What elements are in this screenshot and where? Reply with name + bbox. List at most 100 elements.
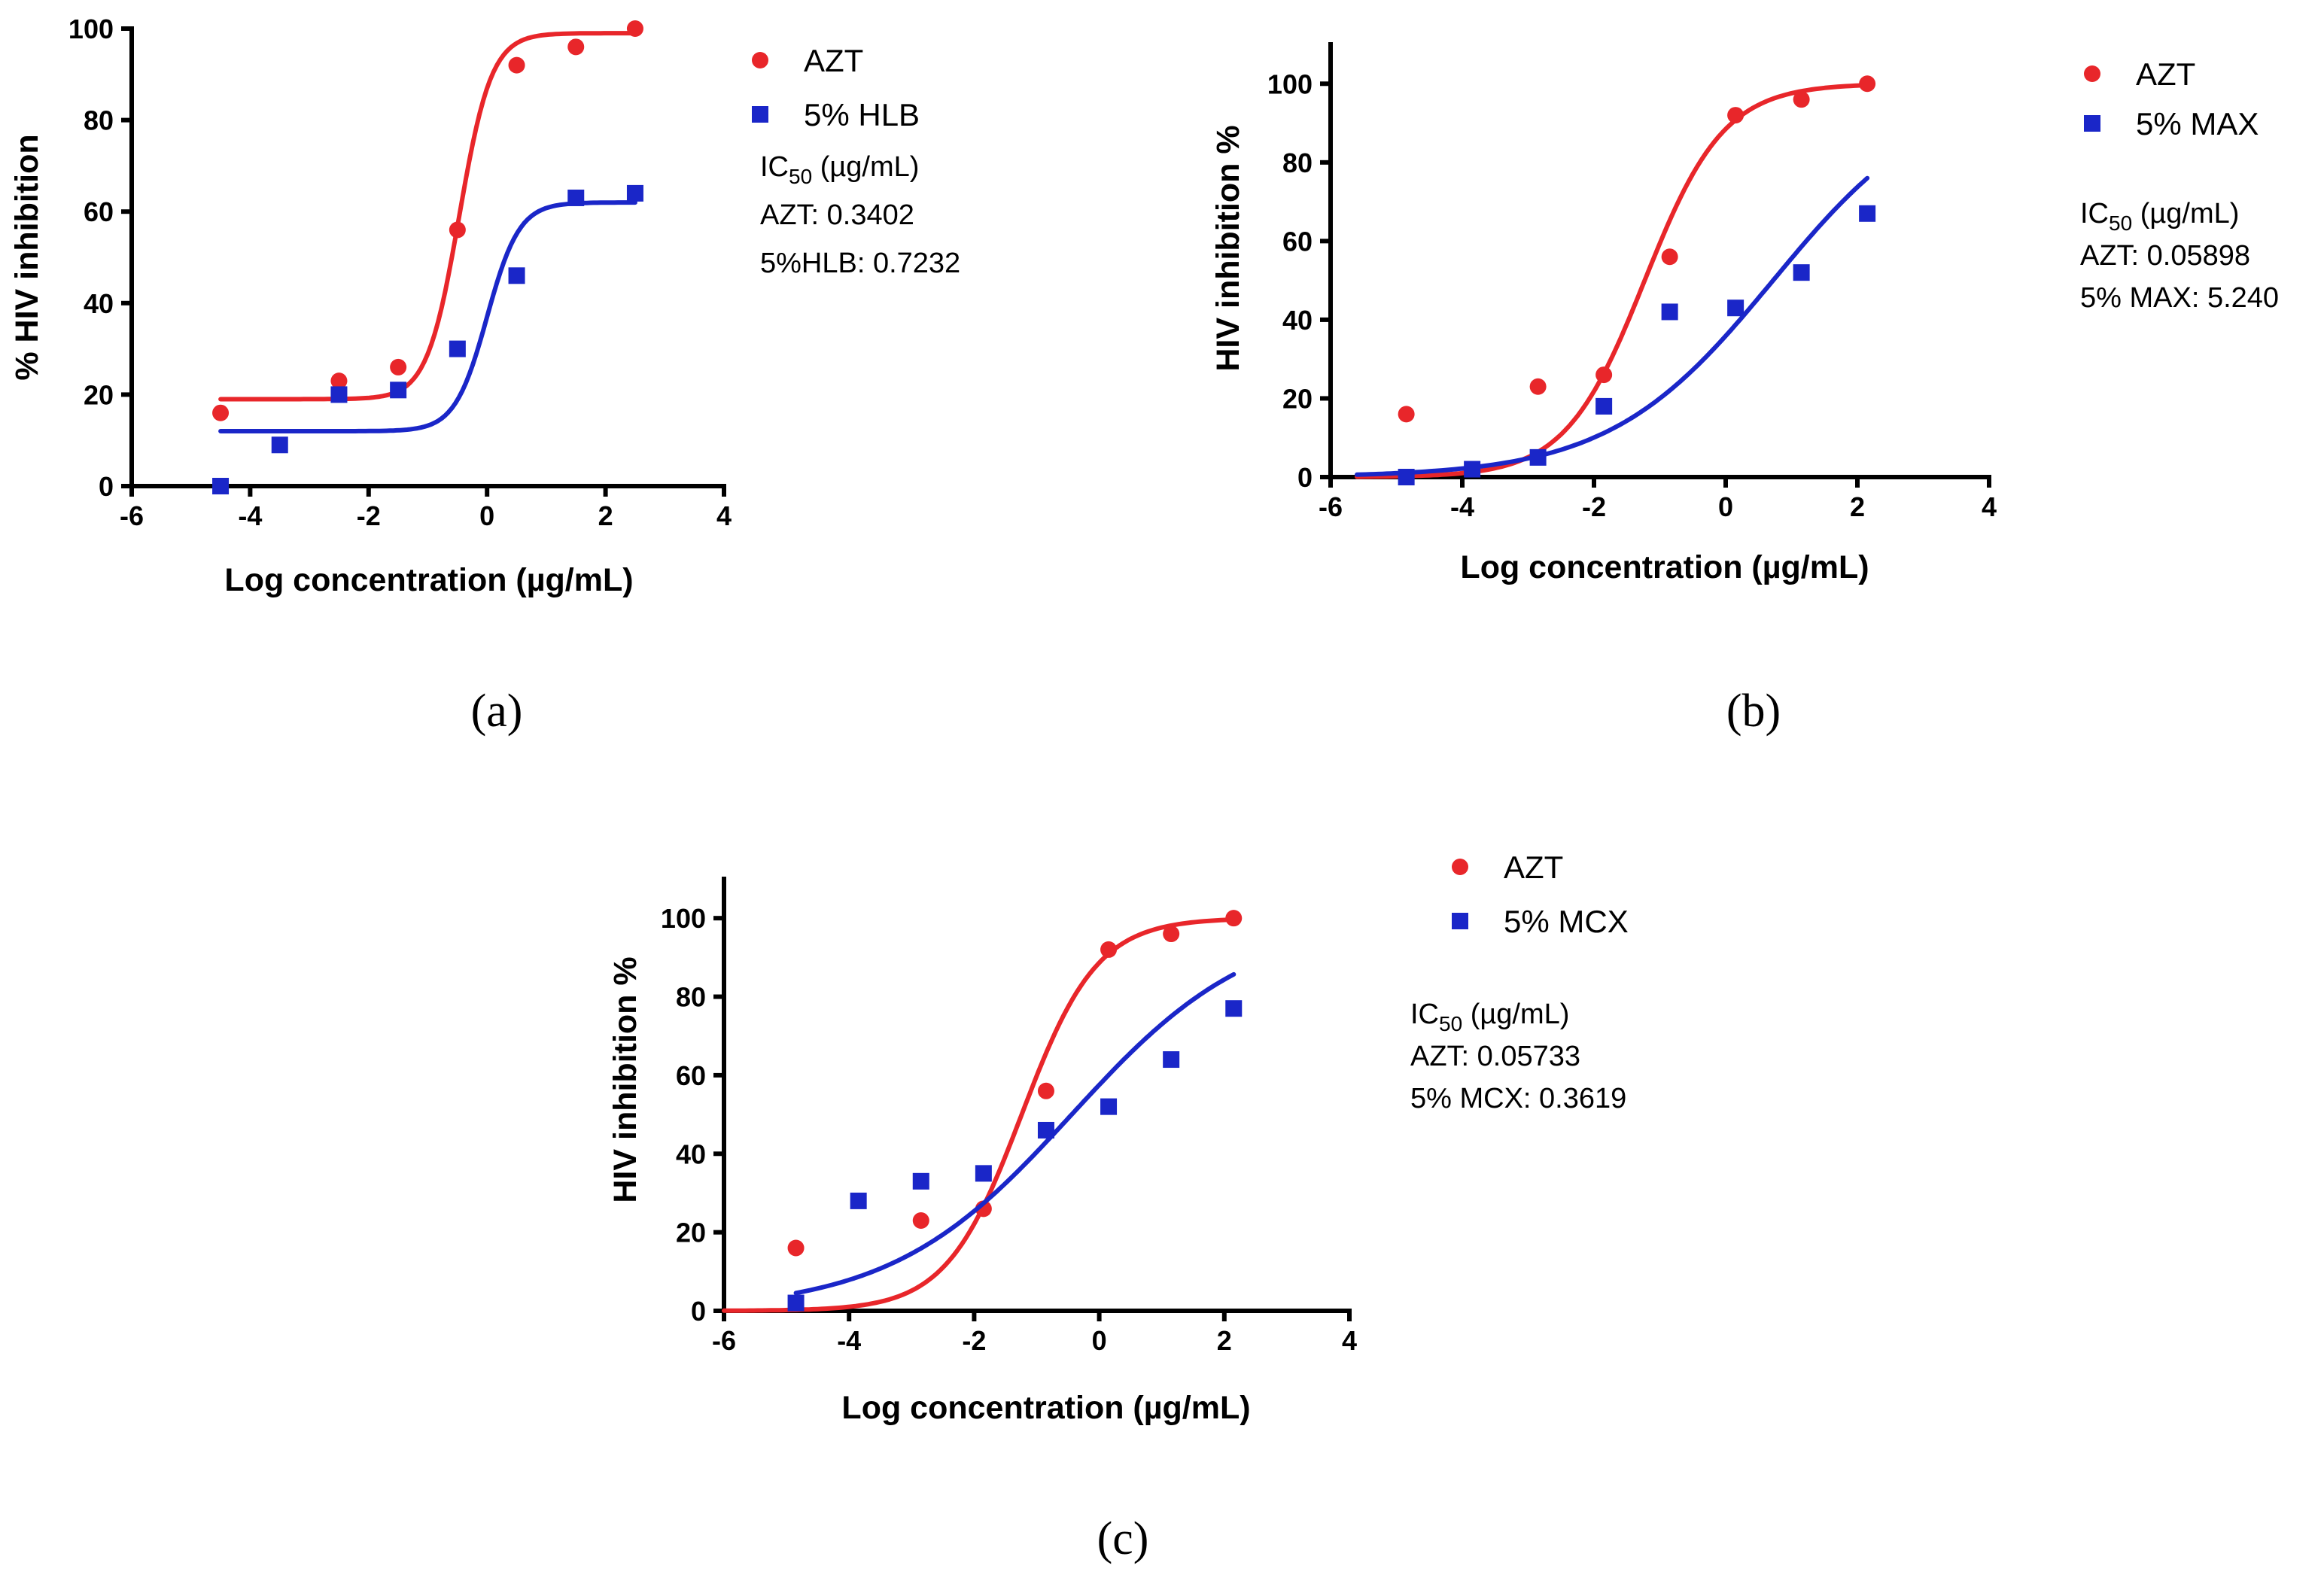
x-axis-title: Log concentration (µg/mL) (841, 1390, 1250, 1426)
x-axis-title: Log concentration (µg/mL) (1460, 549, 1869, 585)
y-tick-label: 100 (1267, 68, 1313, 99)
data-point (1661, 248, 1678, 266)
y-tick-label: 60 (676, 1060, 706, 1091)
ic50-header: IC50 (µg/mL) (760, 151, 919, 188)
y-tick-label: 80 (84, 105, 114, 136)
y-tick-label: 20 (84, 379, 114, 410)
data-point (1225, 910, 1243, 927)
data-point (212, 478, 230, 494)
data-point (567, 189, 585, 206)
data-point (390, 382, 407, 399)
data-point (449, 221, 466, 239)
y-axis-title: % HIV inhibition (9, 134, 45, 380)
y-tick-label: 20 (1282, 383, 1313, 414)
x-tick-label: 2 (1217, 1325, 1232, 1356)
data-point (271, 436, 288, 454)
fit-curve-azt (218, 31, 637, 402)
data-point (912, 1212, 929, 1229)
y-axis-title: HIV inhibition % (1210, 125, 1246, 371)
y-tick-label: 100 (68, 14, 114, 44)
panel-label: (b) (1726, 686, 1781, 737)
data-point (1793, 91, 1810, 108)
data-point (330, 386, 348, 403)
data-point (1529, 378, 1547, 395)
y-tick-label: 0 (691, 1296, 706, 1327)
legend-label: AZT (1504, 850, 1563, 885)
data-point (1100, 1098, 1118, 1115)
ic50-header: IC50 (µg/mL) (2080, 198, 2239, 235)
y-tick-label: 80 (1282, 147, 1313, 178)
data-point (1037, 1121, 1054, 1139)
data-point (1225, 1000, 1243, 1017)
x-tick-label: 2 (598, 500, 613, 531)
panel-label: (c) (1097, 1513, 1149, 1564)
ic50-value: AZT: 0.3402 (760, 199, 914, 231)
data-point (1398, 469, 1415, 485)
y-tick-label: 60 (1282, 226, 1313, 257)
fit-curve-azt (1355, 83, 1870, 479)
data-point (787, 1294, 805, 1312)
data-point (1037, 1082, 1054, 1099)
data-point (1727, 107, 1745, 124)
legend-marker-circle (1452, 859, 1468, 875)
data-point (330, 372, 348, 390)
y-tick-label: 40 (676, 1139, 706, 1169)
data-point (212, 404, 230, 421)
ic50-value: 5%HLB: 0.7232 (760, 248, 960, 279)
ic50-value: 5% MAX: 5.240 (2080, 282, 2279, 314)
data-point (626, 20, 643, 37)
x-tick-label: 4 (716, 500, 732, 531)
legend-label: AZT (2136, 56, 2195, 92)
fit-curve-5-hlb (218, 200, 637, 433)
legend-marker-square (2084, 115, 2100, 132)
data-point (1661, 303, 1678, 321)
y-tick-label: 100 (661, 903, 706, 934)
data-point (1859, 205, 1876, 222)
fit-curve-5-mcx (793, 971, 1237, 1296)
data-point (975, 1165, 992, 1182)
x-tick-label: 0 (479, 500, 494, 531)
data-point (1595, 397, 1613, 415)
legend-marker-circle (2084, 65, 2100, 82)
fit-curve-5-max (1355, 175, 1870, 477)
data-point (1100, 941, 1118, 958)
x-tick-label: -6 (120, 500, 144, 531)
x-tick-label: -2 (962, 1325, 986, 1356)
y-tick-label: 0 (99, 471, 114, 502)
y-tick-label: 20 (676, 1218, 706, 1248)
data-point (1859, 75, 1876, 93)
x-tick-label: 2 (1850, 491, 1865, 522)
x-tick-label: -4 (1450, 491, 1474, 522)
data-point (1163, 1051, 1180, 1069)
x-tick-label: 0 (1092, 1325, 1107, 1356)
data-point (508, 56, 525, 74)
y-tick-label: 40 (84, 288, 114, 319)
data-point (449, 340, 466, 357)
legend-marker-circle (752, 52, 768, 68)
data-point (567, 38, 585, 56)
data-point (850, 1192, 867, 1209)
data-point (1529, 448, 1547, 466)
y-axis-title: HIV inhibition % (607, 956, 643, 1202)
x-tick-label: -4 (837, 1325, 861, 1356)
legend-label: 5% HLB (804, 97, 920, 132)
data-point (1793, 264, 1810, 281)
x-tick-label: -6 (1319, 491, 1343, 522)
y-tick-label: 60 (84, 196, 114, 227)
x-tick-label: -2 (357, 500, 381, 531)
data-point (626, 184, 643, 202)
legend-marker-square (1452, 913, 1468, 929)
data-point (1464, 461, 1481, 478)
x-tick-label: 4 (1982, 491, 1997, 522)
data-point (390, 358, 407, 375)
data-point (787, 1239, 805, 1257)
ic50-value: 5% MCX: 0.3619 (1410, 1083, 1626, 1114)
data-point (1163, 926, 1180, 943)
data-point (508, 267, 525, 284)
data-point (1398, 406, 1415, 423)
data-point (1595, 366, 1613, 384)
